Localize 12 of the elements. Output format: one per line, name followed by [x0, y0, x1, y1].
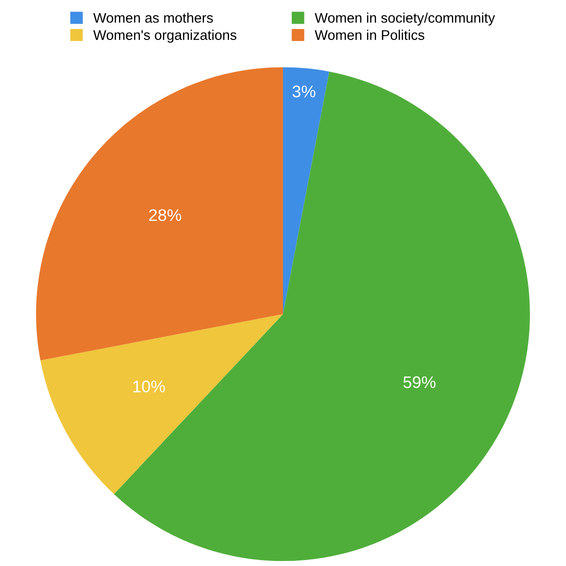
pie-slice	[40, 314, 283, 494]
data-label: 59%	[403, 376, 436, 388]
legend-label: Women in society/community	[314, 12, 495, 26]
legend-label: Women's organizations	[93, 30, 236, 43]
data-label: 28%	[149, 209, 182, 222]
pie-slice	[283, 67, 330, 314]
pie-slice	[36, 67, 283, 360]
legend-label: Women in Politics	[314, 30, 424, 40]
data-label: 3%	[292, 86, 316, 98]
pie-slice	[114, 72, 530, 562]
legend-label: Women as mothers	[93, 12, 213, 23]
data-label: 10%	[133, 380, 165, 392]
